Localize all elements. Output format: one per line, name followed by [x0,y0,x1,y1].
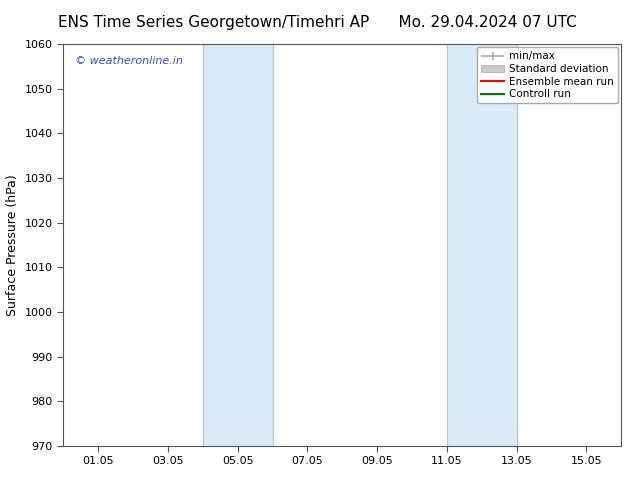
Y-axis label: Surface Pressure (hPa): Surface Pressure (hPa) [6,174,19,316]
Bar [203,44,273,446]
Legend: min/max, Standard deviation, Ensemble mean run, Controll run: min/max, Standard deviation, Ensemble me… [477,47,618,103]
Text: ENS Time Series Georgetown/Timehri AP      Mo. 29.04.2024 07 UTC: ENS Time Series Georgetown/Timehri AP Mo… [58,15,576,30]
Bar [447,44,517,446]
Text: © weatheronline.in: © weatheronline.in [75,56,183,66]
